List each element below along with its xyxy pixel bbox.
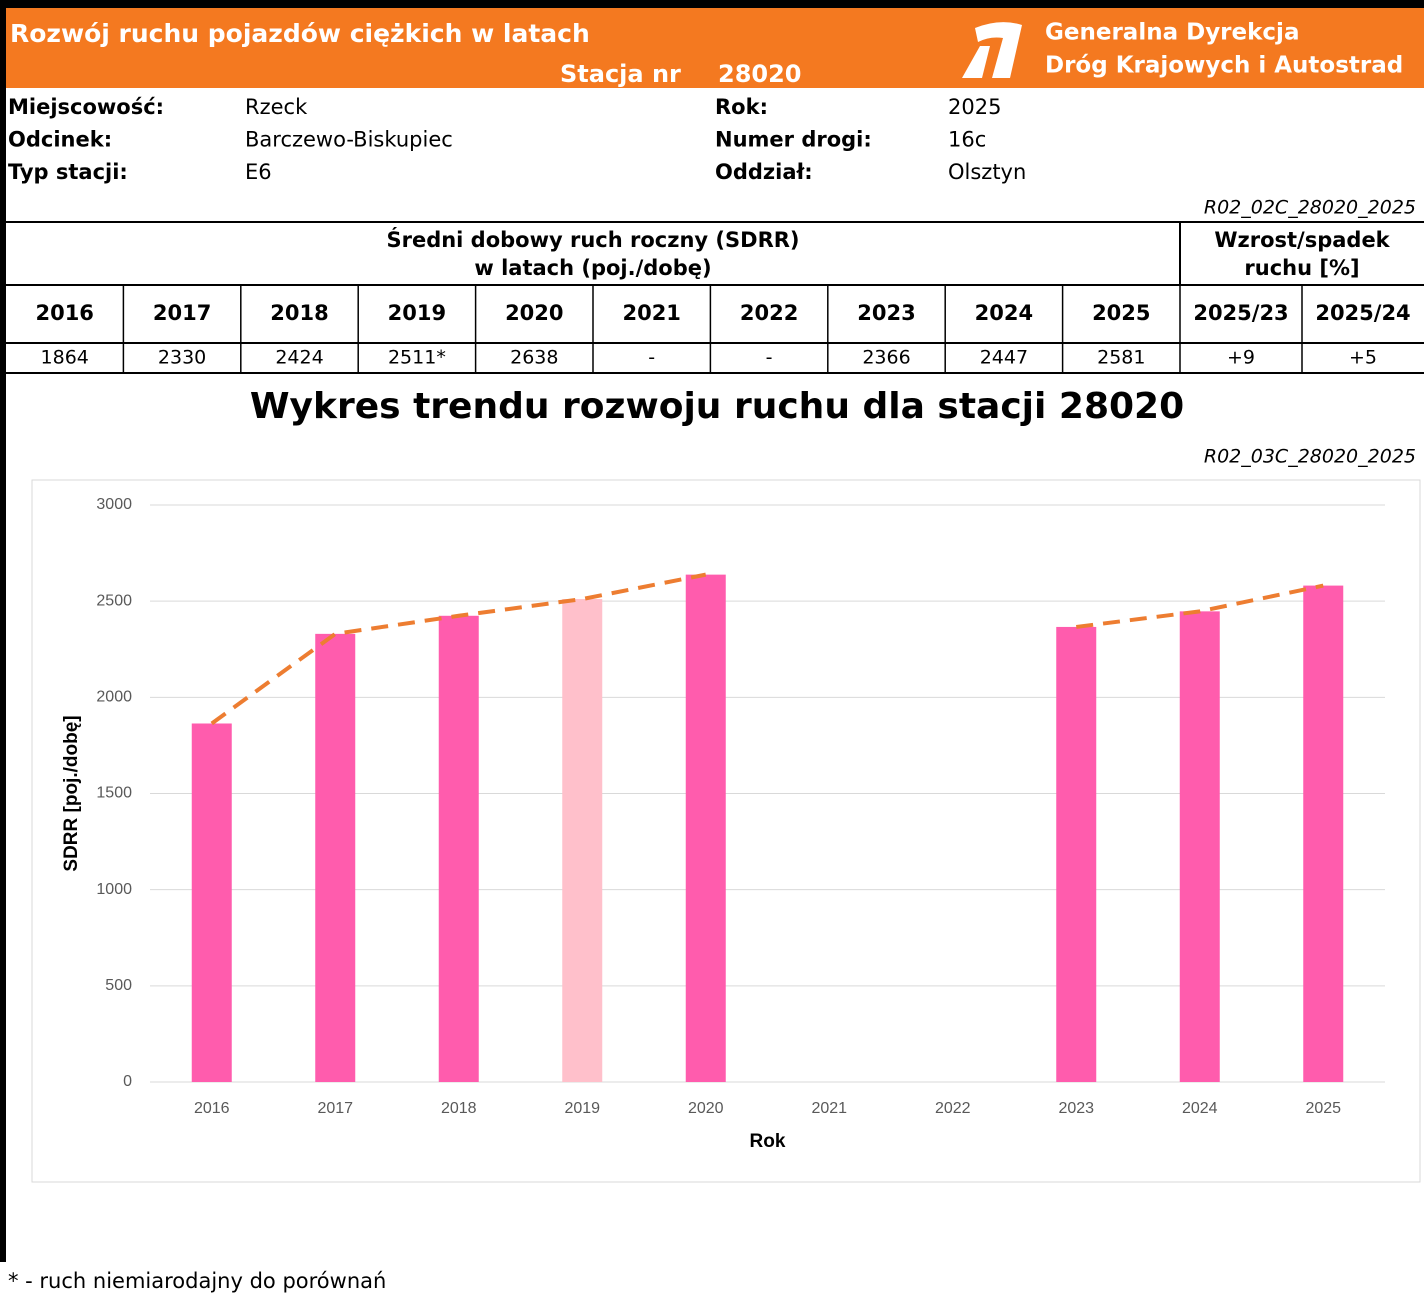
table-column: 2023 — [857, 301, 915, 325]
x-tick-label: 2023 — [1058, 1100, 1094, 1117]
x-tick-label: 2022 — [935, 1100, 971, 1117]
y-tick-label: 3000 — [96, 496, 132, 513]
info-value: 16c — [948, 128, 986, 152]
table: Średni dobowy ruch roczny (SDRR) w latach… — [6, 221, 1424, 374]
y-tick-label: 500 — [105, 977, 132, 994]
table-cell: 2511* — [388, 347, 446, 369]
x-tick-label: 2024 — [1182, 1100, 1218, 1117]
chart: 0 500 1000 1500 2000 2500 3000 2016 2017 2018 2019… — [61, 496, 1385, 1152]
table-header: Średni dobowy ruch roczny (SDRR) — [386, 227, 799, 252]
table-cell: - — [766, 347, 773, 369]
table-column: 2018 — [270, 301, 328, 325]
table-column: 2024 — [975, 301, 1033, 325]
footnote: * - ruch niemiarodajny do porównań — [8, 1269, 386, 1293]
chart-title: Wykres trendu rozwoju ruchu dla stacji 2… — [250, 386, 1184, 427]
table-cell: +5 — [1349, 347, 1377, 369]
table-column: 2025/24 — [1315, 301, 1410, 325]
x-axis-label: Rok — [750, 1131, 786, 1152]
info-label: Rok: — [715, 95, 768, 119]
info-label: Odcinek: — [8, 128, 112, 152]
org-line: Dróg Krajowych i Autostrad — [1045, 53, 1403, 79]
table-cell: +9 — [1227, 347, 1255, 369]
table-column: 2021 — [622, 301, 680, 325]
bar — [1056, 626, 1097, 1082]
table-column: 2020 — [505, 301, 563, 325]
y-tick-label: 2500 — [96, 592, 132, 609]
info-label: Oddział: — [715, 160, 813, 184]
table-cell: 2424 — [275, 347, 323, 369]
table-header: Wzrost/spadek — [1214, 228, 1390, 252]
y-tick-label: 1500 — [96, 785, 132, 802]
station-label: Stacja nr — [560, 60, 681, 88]
station-number: 28020 — [718, 60, 802, 88]
table-header: ruchu [%] — [1244, 256, 1359, 280]
table-cell: 2330 — [158, 347, 206, 369]
y-tick-label: 0 — [123, 1073, 132, 1090]
table-cell: 1864 — [41, 347, 89, 369]
info-value: Barczewo-Biskupiec — [245, 128, 453, 152]
y-tick-label: 2000 — [96, 689, 132, 706]
chart-frame — [31, 479, 1421, 1183]
table-column: 2022 — [740, 301, 798, 325]
x-tick-label: 2017 — [317, 1100, 353, 1117]
x-tick-label: 2021 — [811, 1100, 847, 1117]
info-label: Miejscowość: — [8, 95, 164, 119]
left-border — [0, 0, 6, 1262]
table-cell: - — [648, 347, 655, 369]
org-line: Generalna Dyrekcja — [1045, 20, 1299, 46]
top-border — [0, 0, 1424, 8]
info-label: Typ stacji: — [8, 160, 128, 184]
table-column: 2025/23 — [1193, 301, 1288, 325]
bar — [562, 599, 603, 1082]
table-column: 2019 — [388, 301, 446, 325]
table-cell: 2581 — [1097, 347, 1145, 369]
info-label: Numer drogi: — [715, 128, 872, 152]
x-tick-label: 2016 — [194, 1100, 230, 1117]
bar — [1179, 611, 1220, 1082]
header-bar — [6, 8, 1424, 88]
x-tick-label: 2018 — [441, 1100, 477, 1117]
bar — [685, 574, 726, 1082]
y-tick-label: 1000 — [96, 881, 132, 898]
info-value: Rzeck — [245, 95, 308, 119]
x-tick-label: 2019 — [564, 1100, 600, 1117]
info-value: Olsztyn — [948, 160, 1026, 184]
table-cell: 2366 — [862, 347, 910, 369]
table-column: 2016 — [35, 301, 93, 325]
info-value: E6 — [245, 160, 272, 184]
info-value: 2025 — [948, 95, 1001, 119]
trend-line — [210, 572, 1324, 726]
table-cell: 2638 — [510, 347, 558, 369]
header-title: Rozwój ruchu pojazdów ciężkich w latach — [10, 19, 590, 48]
x-tick-label: 2020 — [688, 1100, 724, 1117]
x-tick-label: 2025 — [1305, 1100, 1341, 1117]
info: Miejscowość: Rzeck Rok: 2025 Odcinek: Barczew… — [8, 95, 1026, 184]
table-cell: 2447 — [980, 347, 1028, 369]
table-column: 2025 — [1092, 301, 1150, 325]
bar — [438, 615, 479, 1082]
chart-code: R02_03C_28020_2025 — [1204, 446, 1416, 468]
logo — [962, 22, 1022, 79]
bar — [315, 633, 356, 1082]
table-code: R02_02C_28020_2025 — [1204, 197, 1416, 219]
y-axis-label: SDRR [poj./dobę] — [61, 715, 82, 871]
table-column: 2017 — [153, 301, 211, 325]
bar — [191, 723, 232, 1082]
bar — [1303, 585, 1344, 1082]
table-header: w latach (poj./dobę) — [474, 256, 711, 280]
